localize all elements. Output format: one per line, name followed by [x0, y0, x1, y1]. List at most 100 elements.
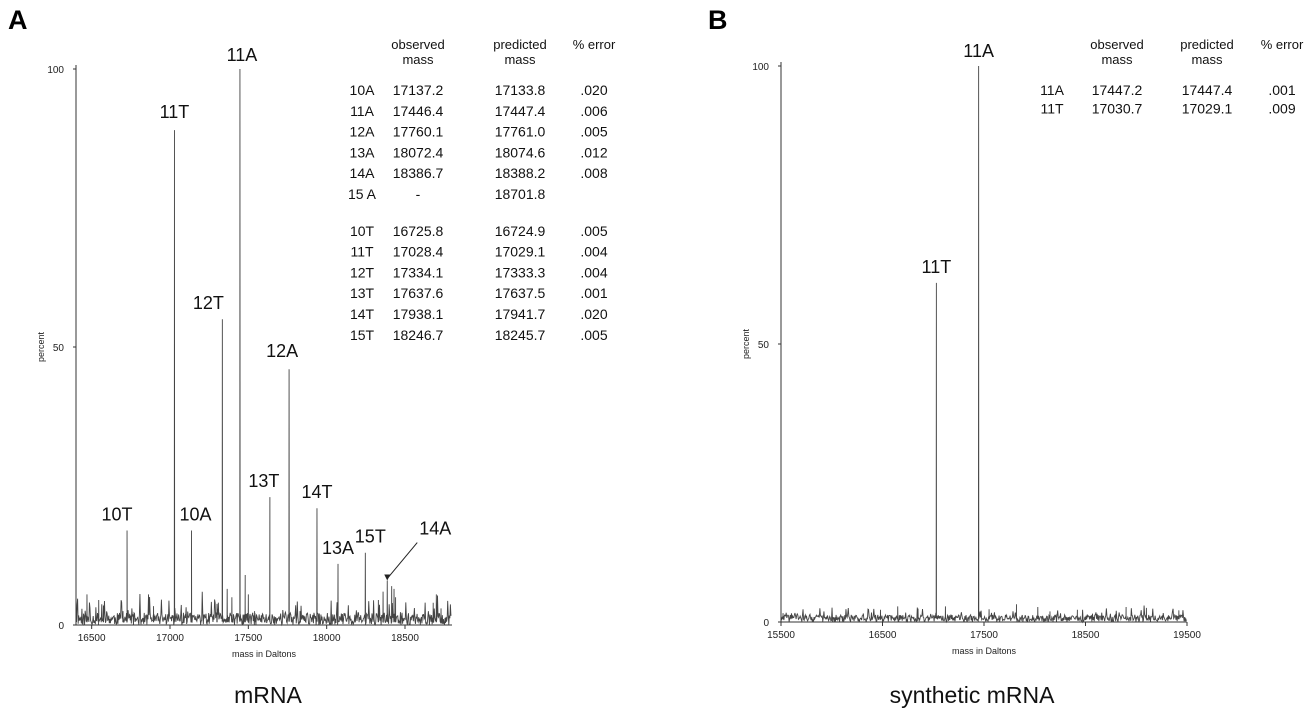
panel-a-peak-label: 14A	[419, 519, 451, 539]
panel-a-peak-label: 13A	[322, 538, 354, 558]
panel-b-table-cell: 17030.7	[1092, 101, 1143, 117]
panel-a-peak-label: 11T	[160, 102, 190, 122]
panel-a-table-cell: .004	[580, 264, 607, 280]
panel-a-table-cell: 17028.4	[393, 244, 444, 260]
panel-b-table-cell: 11A	[1040, 82, 1065, 98]
panel-a-table-cell: .020	[580, 306, 607, 322]
panel-a-x-tick-label: 16500	[78, 633, 106, 644]
panel-a-table-cell: 18245.7	[495, 327, 546, 343]
panel-a-peak-label: 10A	[179, 504, 211, 524]
panel-b-x-tick-label: 16500	[869, 630, 897, 641]
panel-a-table-cell: 18072.4	[393, 144, 444, 160]
panel-b-table-cell: 11T	[1040, 101, 1064, 117]
panel-b-letter: B	[708, 5, 728, 35]
panel-b-table-cell: 17447.2	[1092, 82, 1143, 98]
panel-a-table-cell: .004	[580, 244, 607, 260]
panel-a-y-tick-label: 50	[53, 343, 65, 354]
panel-b-table-header-sub: mass	[1191, 52, 1223, 67]
panel-a-table-header-sub: mass	[402, 52, 434, 67]
panel-a-table-header-sub: mass	[504, 52, 536, 67]
panel-a-table-cell: 17637.5	[495, 285, 546, 301]
panel-a-peak-pointer	[386, 542, 418, 579]
panel-a: A 0 50 100 16500 17000 17500 18000 18500 mass in…	[8, 5, 616, 708]
panel-b-plot: 0 50 100 15500 16500 17500 18500 19500 mass in D…	[741, 41, 1201, 656]
panel-a-peak-label: 12T	[193, 293, 224, 313]
panel-a-peak-label: 10T	[102, 504, 133, 524]
panel-a-y-axis-title: percent	[36, 331, 46, 362]
panel-b-spectrum-line	[781, 65, 1187, 624]
panel-b-y-tick-label: 100	[752, 62, 769, 73]
panel-a-x-tick-label: 17000	[156, 633, 184, 644]
panel-a-table-cell: 11T	[350, 244, 374, 260]
panel-a-y-tick-label: 100	[47, 65, 64, 76]
panel-a-table-cell: 13A	[350, 144, 376, 160]
panel-b-y-axis-title: percent	[741, 328, 751, 359]
panel-a-table-cell: 17446.4	[393, 103, 444, 119]
panel-b-table-header: observed	[1090, 37, 1143, 52]
panel-a-peak-label: 15T	[355, 527, 386, 547]
panel-a-table-cell: .020	[580, 82, 607, 98]
panel-b-x-tick-label: 17500	[970, 630, 998, 641]
panel-a-y-tick-label: 0	[58, 621, 64, 632]
panel-b-caption: synthetic mRNA	[890, 682, 1056, 708]
panel-a-table-cell: 14T	[350, 306, 375, 322]
panel-a-table-cell: 16725.8	[393, 223, 444, 239]
panel-a-table-cell: -	[416, 186, 421, 202]
panel-a-table-cell: 17137.2	[393, 82, 444, 98]
panel-b-y-tick-label: 0	[763, 618, 769, 629]
panel-b-table-header: predicted	[1180, 37, 1233, 52]
panel-a-table-cell: .005	[580, 223, 607, 239]
panel-b-peak-label: 11A	[963, 41, 994, 61]
panel-b-table-header-sub: mass	[1101, 52, 1133, 67]
panel-b-table-cell: 17447.4	[1182, 82, 1233, 98]
panel-a-peak-label: 12A	[266, 341, 298, 361]
panel-a-plot: 0 50 100 16500 17000 17500 18000 18500 mass in D…	[36, 45, 452, 659]
panel-a-table-cell: 15T	[350, 327, 375, 343]
panel-a-table-cell: 18246.7	[393, 327, 444, 343]
panel-b-x-axis-title: mass in Daltons	[952, 646, 1017, 656]
panel-b-x-tick-label: 18500	[1072, 630, 1100, 641]
panel-b-table-header: % error	[1261, 37, 1304, 52]
panel-a-table-cell: 17334.1	[393, 264, 444, 280]
panel-a-x-tick-label: 18000	[313, 633, 341, 644]
panel-a-spectrum-line	[76, 68, 452, 627]
panel-b-table-cell: .001	[1268, 82, 1295, 98]
panel-a-peak-label: 14T	[301, 482, 332, 502]
panel-a-table-cell: 18388.2	[495, 165, 546, 181]
panel-a-x-tick-label: 17500	[234, 633, 262, 644]
panel-a-table-cell: .012	[580, 144, 607, 160]
panel-a-table-cell: 16724.9	[495, 223, 546, 239]
panel-a-letter: A	[8, 5, 28, 35]
panel-a-table-cell: 17941.7	[495, 306, 546, 322]
panel-a-table-cell: 17761.0	[495, 124, 546, 140]
panel-a-table-cell: 18386.7	[393, 165, 444, 181]
panel-a-table-cell: .005	[580, 124, 607, 140]
panel-a-table-cell: 10T	[350, 223, 375, 239]
panel-a-table-cell: .005	[580, 327, 607, 343]
panel-a-table-cell: 14A	[350, 165, 376, 181]
panel-a-table-cell: .001	[580, 285, 607, 301]
panel-a-caption: mRNA	[234, 682, 302, 708]
panel-a-x-axis-title: mass in Daltons	[232, 649, 297, 659]
panel-a-peak-label: 11A	[227, 45, 258, 65]
panel-a-table-cell: 17760.1	[393, 124, 444, 140]
panel-b-x-tick-label: 15500	[767, 630, 795, 641]
panel-a-table-cell: 15 A	[348, 186, 377, 202]
panel-a-table-cell: 18074.6	[495, 144, 546, 160]
panel-a-table-cell: 17637.6	[393, 285, 444, 301]
panel-a-table-header: observed	[391, 37, 444, 52]
panel-b-table-cell: 17029.1	[1182, 101, 1233, 117]
panel-a-table-cell: 11A	[350, 103, 375, 119]
panel-a-table-header: % error	[573, 37, 616, 52]
panel-b-peak-label: 11T	[922, 257, 952, 277]
panel-a-table-cell: 17447.4	[495, 103, 546, 119]
panel-a-table-cell: .006	[580, 103, 607, 119]
panel-a-x-tick-label: 18500	[391, 633, 419, 644]
panel-b-table-cell: .009	[1268, 101, 1295, 117]
panel-b-y-tick-label: 50	[758, 340, 770, 351]
panel-a-table-cell: 17333.3	[495, 264, 546, 280]
panel-a-table-header: predicted	[493, 37, 546, 52]
